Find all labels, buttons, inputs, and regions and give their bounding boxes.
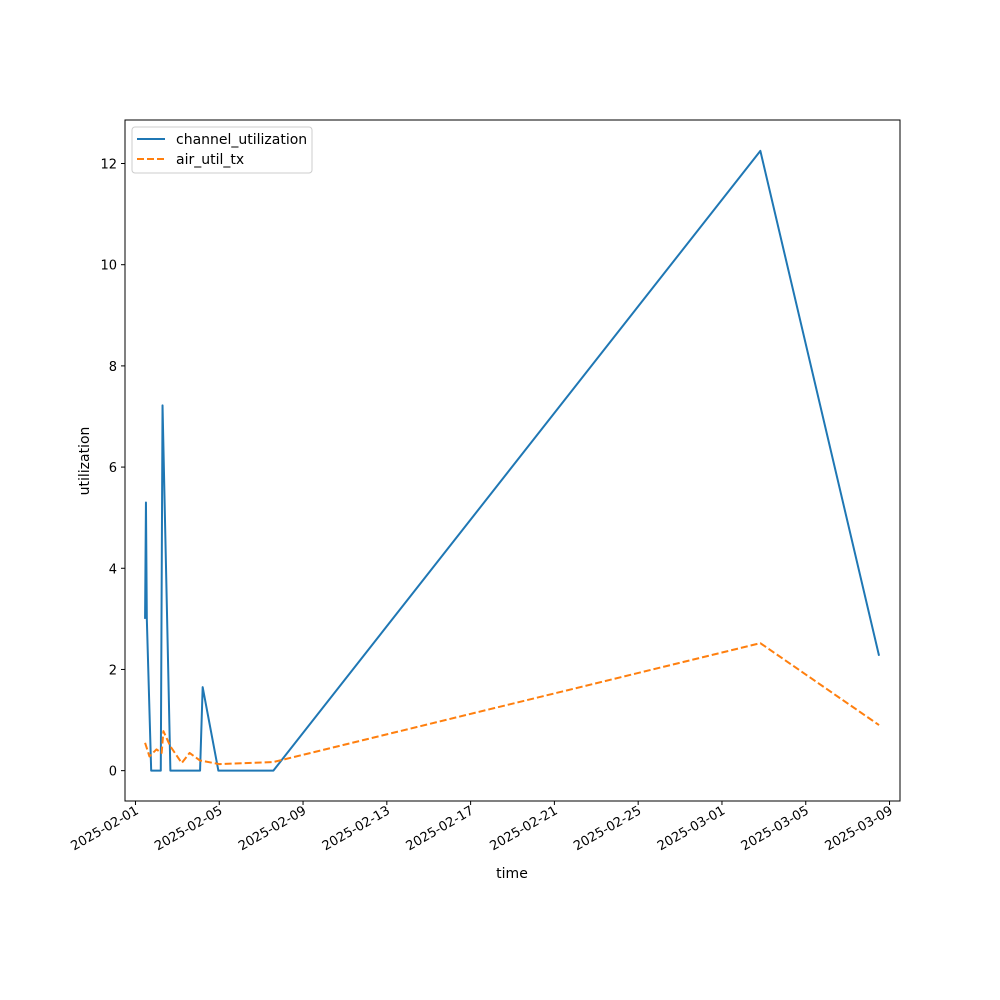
y-tick-label: 8 <box>109 360 117 375</box>
y-tick-label: 0 <box>109 765 117 780</box>
x-tick-label: 2025-02-05 <box>152 803 225 854</box>
x-axis-label: time <box>496 866 528 882</box>
x-tick-label: 2025-02-17 <box>404 803 477 854</box>
y-tick-label: 2 <box>109 663 117 678</box>
x-tick-label: 2025-03-09 <box>823 803 896 854</box>
legend-label-1: channel_utilization <box>176 132 307 148</box>
series-line-1 <box>144 149 881 772</box>
x-tick-label: 2025-03-05 <box>739 803 812 854</box>
y-tick-label: 10 <box>100 259 117 274</box>
plot-frame <box>124 119 901 802</box>
plot-area <box>144 149 881 772</box>
y-tick-label: 4 <box>109 562 117 577</box>
y-axis-label: utilization <box>77 427 93 496</box>
legend-label-2: air_util_tx <box>176 152 244 168</box>
x-tick-label: 2025-02-09 <box>236 803 309 854</box>
x-tick-label: 2025-02-01 <box>69 803 142 854</box>
series-line-2 <box>144 642 880 766</box>
x-tick-label: 2025-02-25 <box>571 803 644 854</box>
y-tick-label: 6 <box>109 461 117 476</box>
y-tick-label: 12 <box>100 158 117 173</box>
x-tick-label: 2025-02-13 <box>320 803 393 854</box>
legend: channel_utilization air_util_tx <box>131 126 313 174</box>
legend-box <box>131 126 313 174</box>
x-tick-label: 2025-02-21 <box>487 803 560 854</box>
x-tick-label: 2025-03-01 <box>655 803 728 854</box>
